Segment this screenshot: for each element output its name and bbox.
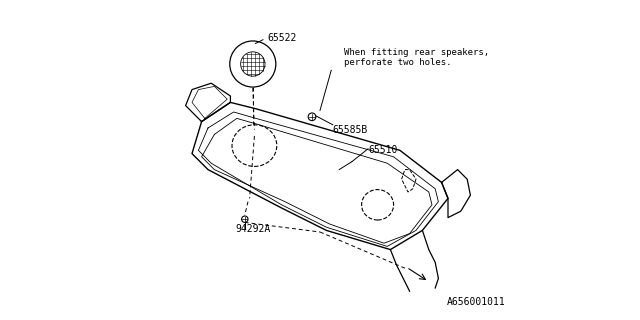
Text: 94292A: 94292A (236, 224, 271, 234)
Text: A656001011: A656001011 (447, 297, 505, 308)
Text: When fitting rear speakers,
perforate two holes.: When fitting rear speakers, perforate tw… (344, 48, 489, 67)
Text: 65510: 65510 (368, 145, 397, 156)
Text: 65522: 65522 (268, 33, 296, 44)
Text: 65585B: 65585B (333, 124, 368, 135)
